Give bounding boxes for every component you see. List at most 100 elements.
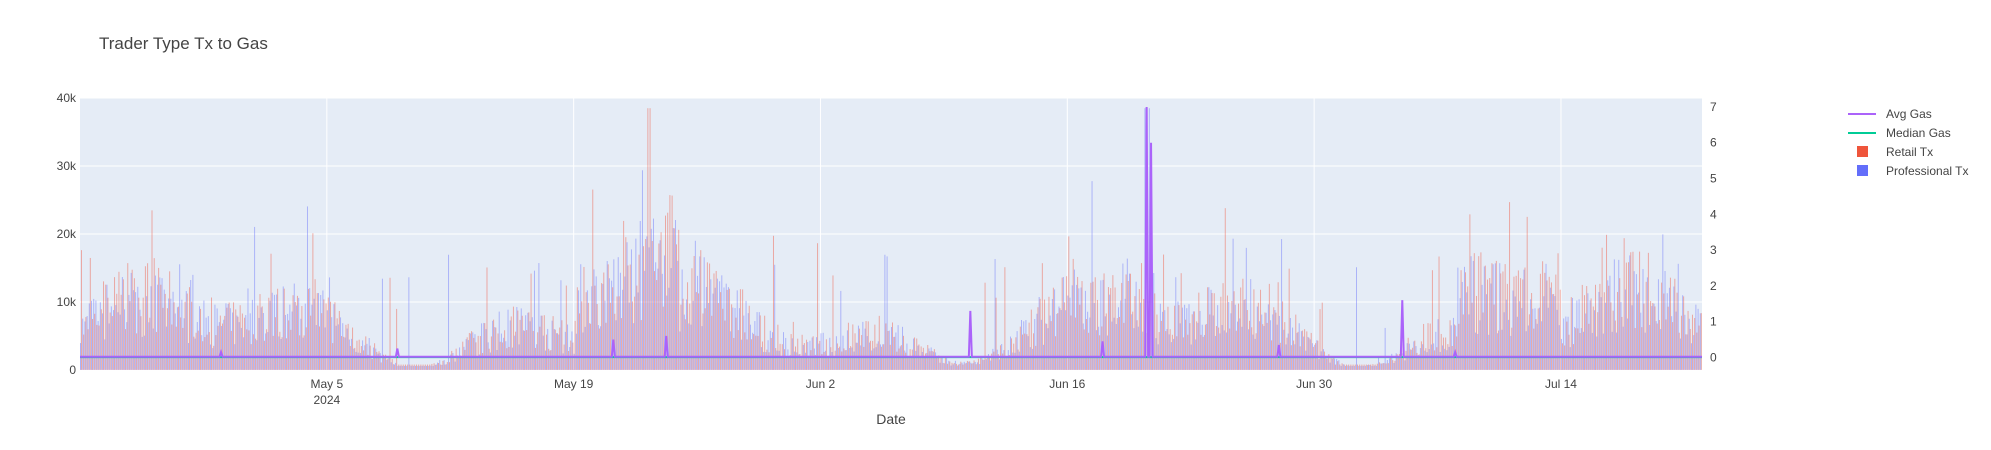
- bar-professional-tx: [1382, 363, 1384, 370]
- bar-retail-tx: [1504, 264, 1506, 370]
- bar-professional-tx: [1051, 298, 1053, 370]
- bar-professional-tx: [758, 312, 760, 370]
- bar-professional-tx: [1536, 323, 1538, 370]
- bar-professional-tx: [1378, 356, 1380, 370]
- bar-professional-tx: [582, 332, 584, 370]
- bar-retail-tx: [1700, 313, 1702, 370]
- bar-retail-tx: [1249, 320, 1250, 370]
- bar-professional-tx: [1047, 328, 1049, 370]
- bar-retail-tx: [1211, 292, 1213, 370]
- bar-professional-tx: [1278, 315, 1280, 370]
- bar-professional-tx: [1697, 308, 1699, 370]
- bar-professional-tx: [1329, 362, 1331, 370]
- bar-professional-tx: [434, 364, 436, 370]
- bar-professional-tx: [1292, 327, 1294, 370]
- bar-professional-tx: [1234, 304, 1236, 370]
- bar-professional-tx: [1179, 323, 1181, 370]
- bar-retail-tx: [753, 334, 755, 370]
- bar-professional-tx: [1483, 266, 1485, 370]
- bar-professional-tx: [432, 365, 434, 370]
- bar-retail-tx: [283, 288, 285, 370]
- bar-retail-tx: [1185, 319, 1187, 370]
- bar-retail-tx: [642, 246, 644, 370]
- bar-retail-tx: [1658, 320, 1660, 370]
- bar-professional-tx: [148, 322, 150, 370]
- bar-retail-tx: [764, 315, 766, 370]
- bar-retail-tx: [1308, 337, 1310, 370]
- bar-retail-tx: [819, 340, 821, 370]
- bar-retail-tx: [1405, 350, 1407, 370]
- bar-professional-tx: [306, 206, 308, 370]
- bar-professional-tx: [822, 332, 824, 370]
- bar-retail-tx: [274, 317, 276, 370]
- bar-professional-tx: [1660, 329, 1662, 370]
- bar-professional-tx: [1598, 291, 1600, 370]
- bar-professional-tx: [1241, 326, 1243, 370]
- bar-professional-tx: [1025, 320, 1027, 370]
- bar-professional-tx: [1126, 258, 1128, 370]
- bar-professional-tx: [1638, 292, 1640, 370]
- bar-professional-tx: [1633, 271, 1635, 370]
- bar-professional-tx: [1631, 305, 1633, 370]
- bar-professional-tx: [481, 323, 483, 370]
- bar-professional-tx: [1298, 323, 1300, 370]
- bar-professional-tx: [1012, 352, 1014, 370]
- bar-professional-tx: [1228, 301, 1230, 370]
- bar-retail-tx: [1396, 354, 1398, 370]
- bar-professional-tx: [1395, 353, 1397, 370]
- bar-retail-tx: [312, 233, 314, 370]
- bar-professional-tx: [813, 348, 815, 370]
- bar-professional-tx: [520, 308, 522, 370]
- bar-retail-tx: [559, 327, 561, 370]
- bar-retail-tx: [1348, 364, 1350, 370]
- bar-retail-tx: [226, 307, 228, 370]
- bar-retail-tx: [122, 279, 124, 370]
- bar-professional-tx: [1034, 319, 1036, 370]
- bar-professional-tx: [1563, 318, 1565, 370]
- bar-professional-tx: [820, 333, 822, 370]
- bar-professional-tx: [926, 352, 928, 370]
- bar-retail-tx: [186, 293, 188, 370]
- bar-professional-tx: [1040, 319, 1042, 370]
- bar-professional-tx: [1214, 335, 1216, 370]
- bar-retail-tx: [1427, 323, 1429, 370]
- bar-retail-tx: [761, 341, 763, 370]
- bar-retail-tx: [823, 351, 825, 370]
- bar-retail-tx: [382, 354, 384, 370]
- bar-retail-tx: [964, 363, 966, 370]
- bar-professional-tx: [734, 308, 736, 370]
- bar-retail-tx: [1116, 318, 1118, 370]
- bar-professional-tx: [1600, 297, 1602, 370]
- bar-professional-tx: [110, 306, 112, 370]
- bar-retail-tx: [1165, 331, 1167, 370]
- bar-retail-tx: [149, 317, 151, 370]
- bar-professional-tx: [1082, 323, 1084, 370]
- bar-professional-tx: [439, 360, 441, 370]
- bar-retail-tx: [545, 334, 547, 370]
- bar-retail-tx: [1176, 336, 1178, 370]
- bar-professional-tx: [1450, 325, 1452, 370]
- bar-professional-tx: [1087, 311, 1089, 370]
- bar-professional-tx: [1023, 321, 1025, 370]
- bar-professional-tx: [547, 328, 549, 370]
- y-axis-left: 0 10k 20k 30k 40k: [57, 91, 77, 377]
- bar-professional-tx: [661, 273, 663, 370]
- bar-professional-tx: [1168, 334, 1170, 370]
- bar-retail-tx: [1643, 303, 1645, 370]
- bar-retail-tx: [944, 357, 946, 370]
- bar-retail-tx: [263, 340, 265, 370]
- bar-professional-tx: [1287, 333, 1289, 370]
- bar-professional-tx: [410, 365, 412, 370]
- bar-retail-tx: [1606, 234, 1608, 370]
- bar-retail-tx: [1632, 251, 1634, 370]
- bar-professional-tx: [1527, 325, 1529, 370]
- bar-retail-tx: [1317, 340, 1319, 370]
- bar-retail-tx: [147, 263, 149, 370]
- bar-retail-tx: [1337, 361, 1339, 370]
- bar-professional-tx: [260, 307, 262, 370]
- bar-retail-tx: [1599, 283, 1601, 370]
- bar-professional-tx: [1547, 307, 1549, 370]
- bar-professional-tx: [368, 337, 370, 370]
- bar-retail-tx: [277, 288, 279, 370]
- bar-professional-tx: [377, 353, 379, 370]
